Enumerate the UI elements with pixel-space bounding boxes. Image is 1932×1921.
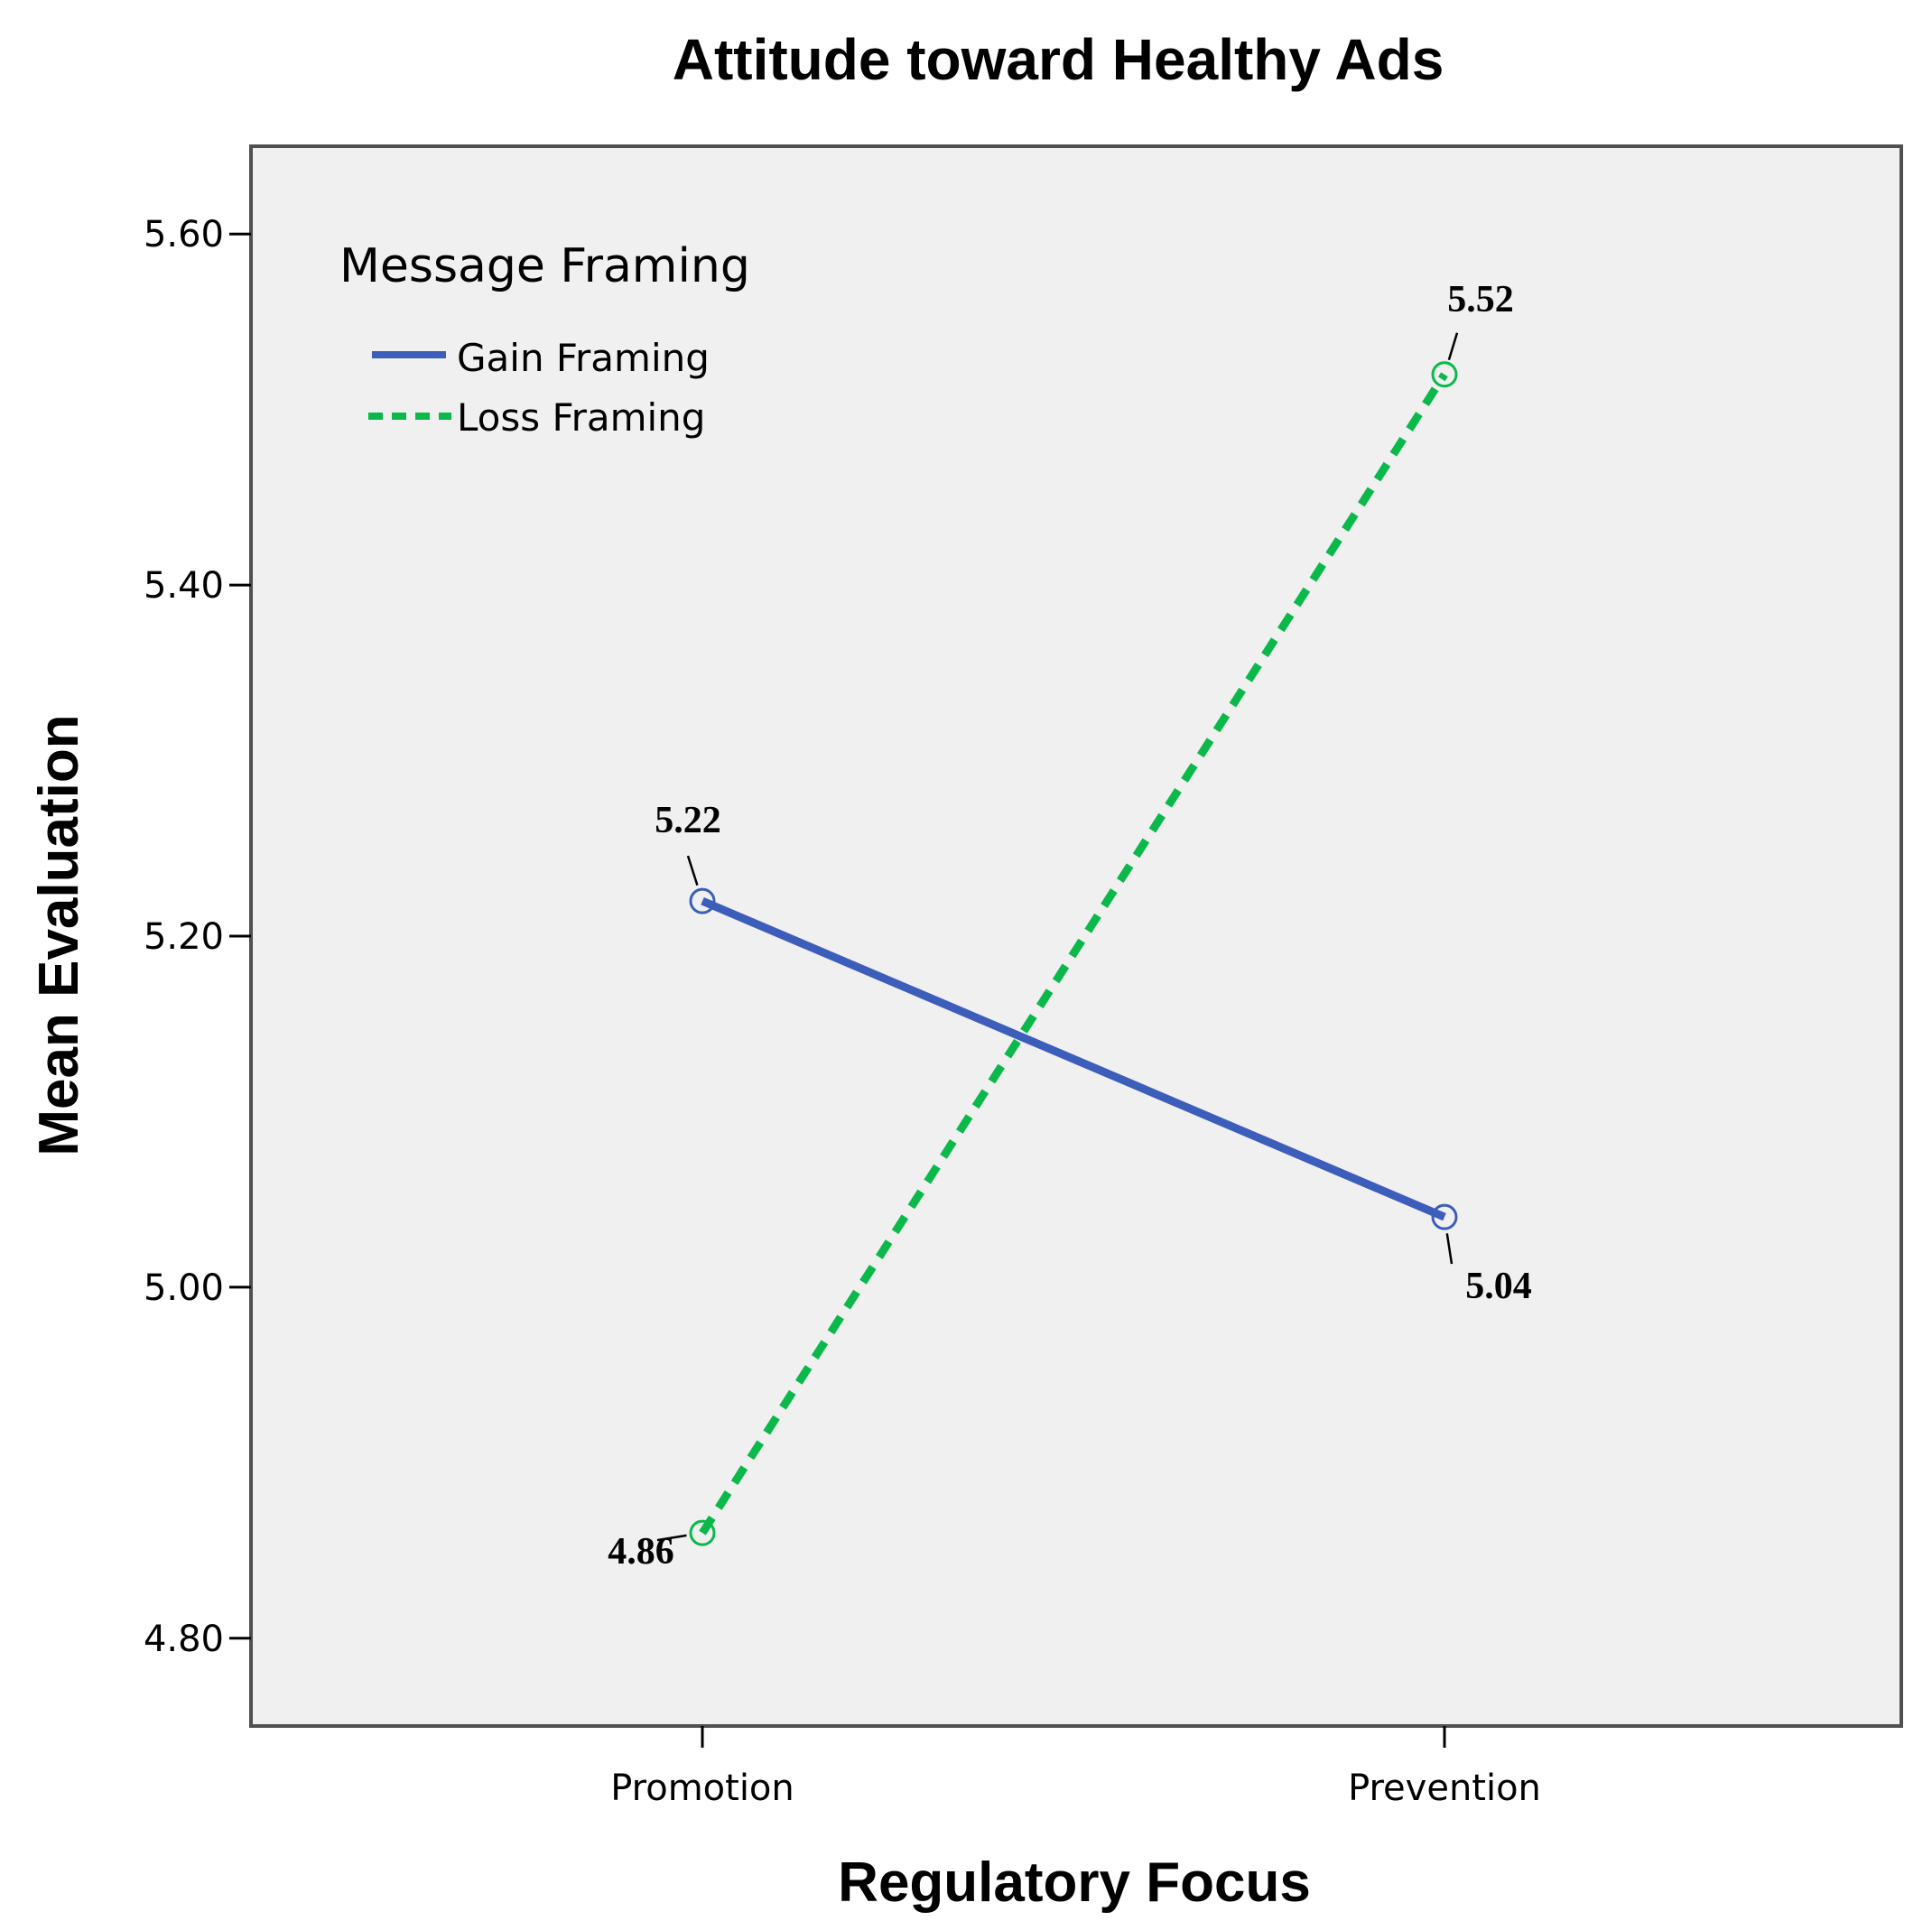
legend: Message Framing Gain Framing Loss Framin…	[339, 239, 750, 440]
data-label-leader	[656, 1534, 687, 1542]
data-point-loss	[689, 1519, 716, 1546]
x-axis: Promotion Prevention	[610, 1726, 1541, 1809]
legend-label-loss: Loss Framing	[457, 395, 705, 440]
legend-title: Message Framing	[339, 239, 750, 293]
data-label: 5.04	[1465, 1266, 1532, 1307]
y-axis: 4.80 5.00 5.20 5.40 5.60	[144, 214, 251, 1660]
data-label-leader	[686, 855, 699, 886]
x-tick-label: Promotion	[610, 1768, 794, 1809]
data-label: 5.22	[655, 800, 721, 841]
data-point-gain	[689, 887, 716, 914]
data-label: 5.52	[1447, 279, 1514, 320]
legend-label-gain: Gain Framing	[457, 336, 710, 380]
y-axis-title: Mean Evaluation	[28, 714, 90, 1155]
data-point-loss	[1431, 361, 1458, 388]
x-tick-label: Prevention	[1348, 1768, 1541, 1809]
plot-area	[249, 144, 1903, 1728]
x-axis-title: Regulatory Focus	[838, 1851, 1311, 1914]
series-layer: 5.22 5.04 4.86 5.52	[608, 279, 1532, 1573]
chart-title: Attitude toward Healthy Ads	[673, 27, 1444, 92]
y-tick-label: 5.00	[144, 1267, 224, 1309]
series-line-gain	[701, 896, 1446, 1221]
y-tick-label: 5.40	[144, 565, 224, 607]
data-label-leader	[1445, 1233, 1454, 1265]
y-tick-label: 5.60	[144, 214, 224, 255]
data-point-gain	[1431, 1203, 1458, 1230]
y-tick-label: 5.20	[144, 916, 224, 958]
y-tick-label: 4.80	[144, 1619, 224, 1660]
data-label-leader	[1447, 332, 1459, 361]
series-line-loss	[699, 372, 1448, 1536]
data-label: 4.86	[608, 1531, 674, 1573]
